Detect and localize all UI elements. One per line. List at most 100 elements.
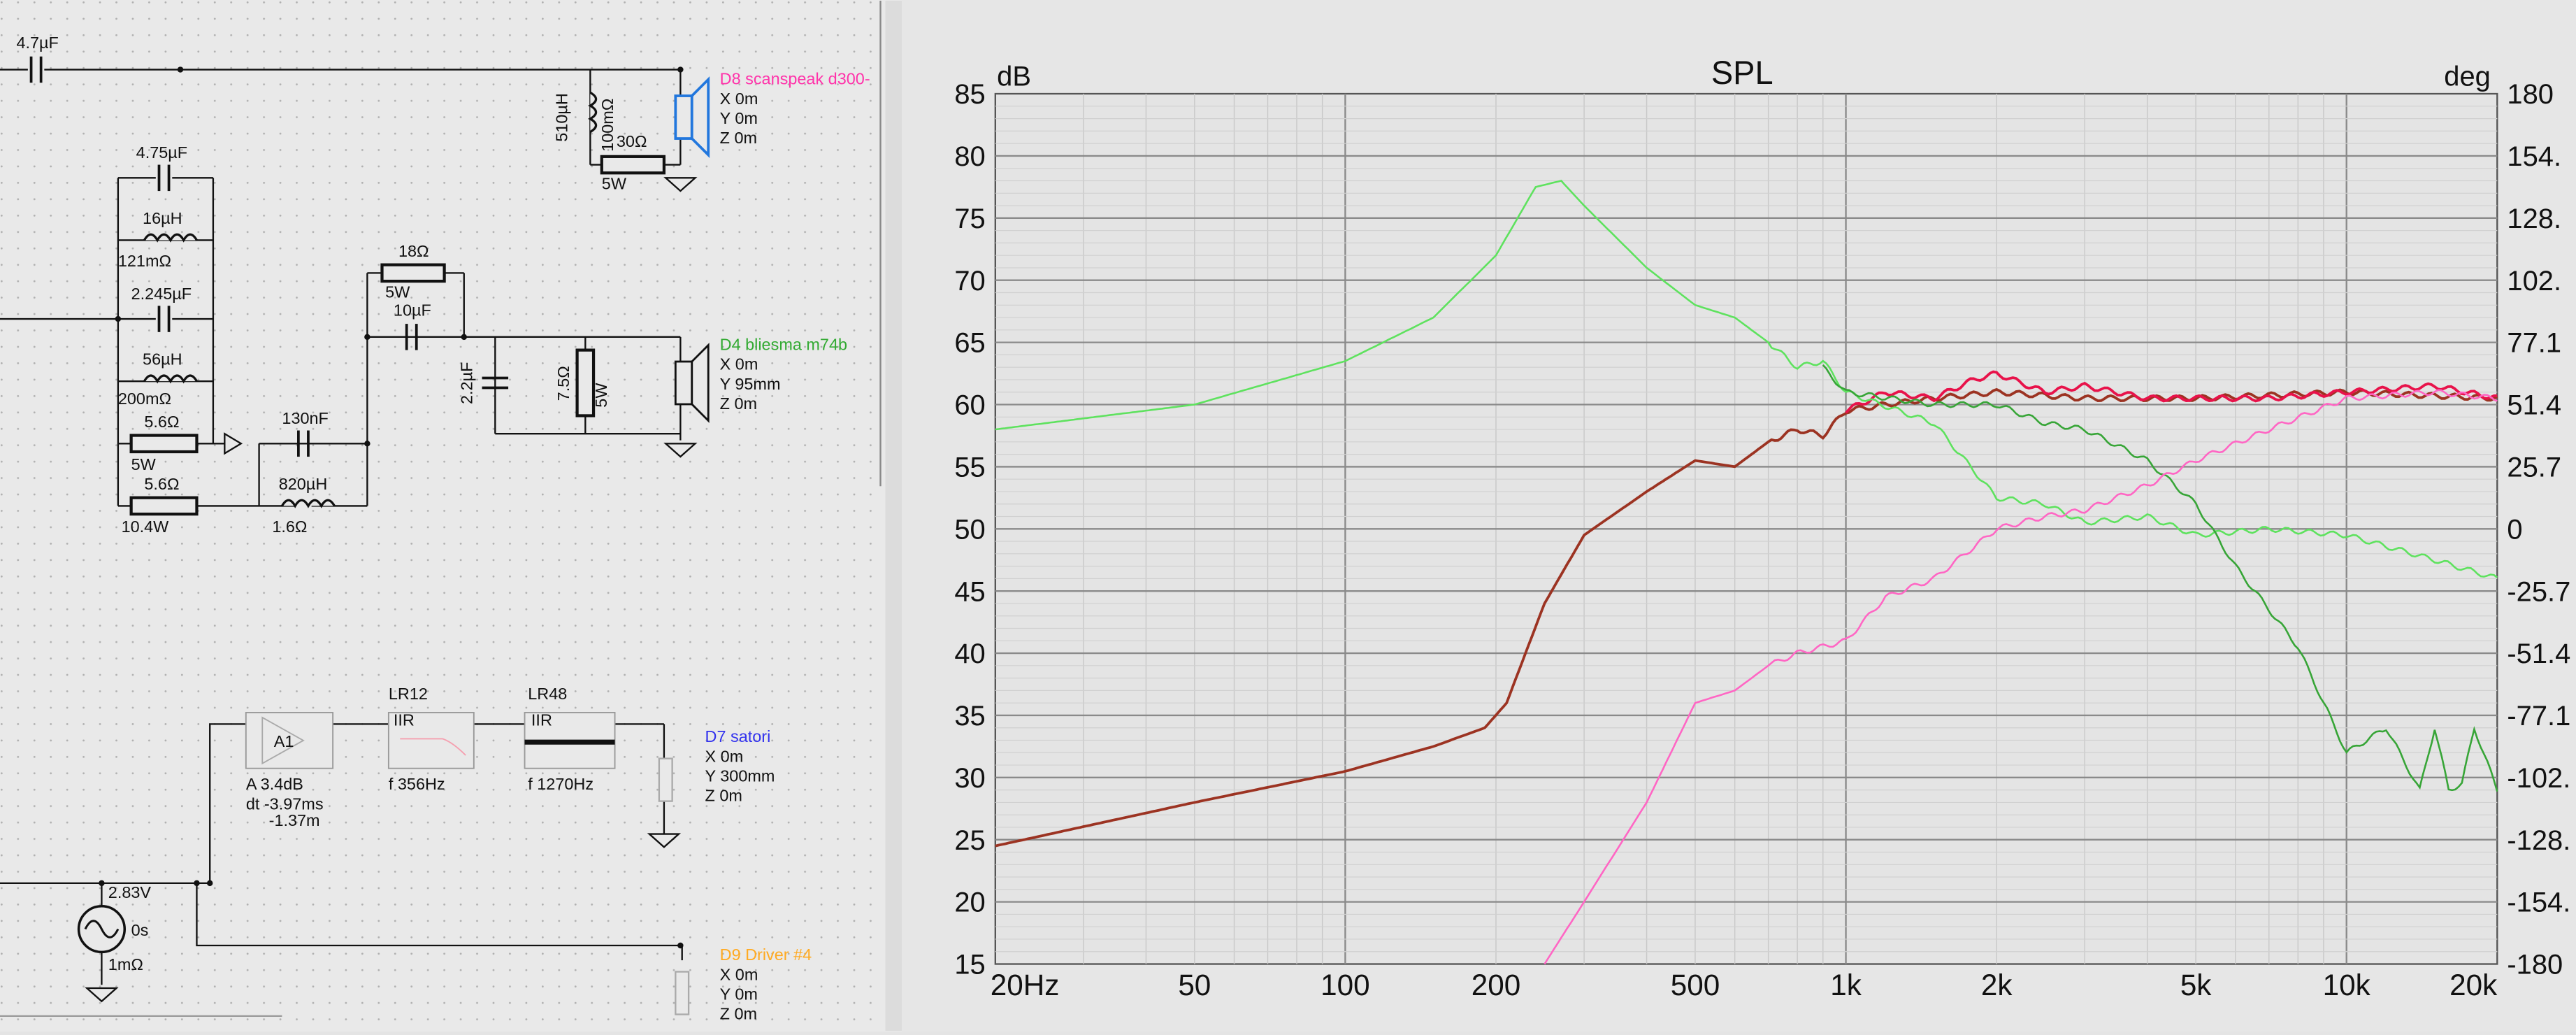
right-tick-label: 77.1 [2507, 328, 2561, 359]
driver-d9-y: Y 0m [720, 985, 758, 1003]
spl-chart[interactable]: SPL dB deg 85 80 75 70 65 60 55 50 45 40 35 30 25 20 1… [902, 0, 2576, 1032]
y-tick-label: 20 [954, 887, 985, 918]
y-tick-label: 45 [954, 576, 985, 607]
right-tick-label: -77.1 [2507, 701, 2570, 731]
y-tick-label: 25 [954, 825, 985, 856]
x-tick-label: 5k [2180, 969, 2212, 1001]
label-l1: 16µH [143, 209, 182, 227]
label-c1: 4.75µF [136, 143, 187, 162]
label-l4: 510µH [553, 93, 571, 142]
right-tick-label: -128. [2507, 825, 2570, 856]
x-tick-label: 1k [1830, 969, 1862, 1001]
label-l1-r: 121mΩ [118, 252, 171, 270]
label-c4: 10µF [394, 301, 431, 319]
driver-d8-y: Y 0m [720, 109, 758, 127]
label-r1-w: 5W [131, 455, 157, 473]
right-tick-label: -25.7 [2507, 576, 2570, 607]
spl-curve-2[interactable] [1845, 370, 2498, 414]
right-tick-label: 0 [2507, 514, 2522, 545]
label-r2-w: 10.4W [122, 518, 170, 536]
right-tick-label: -154. [2507, 887, 2570, 918]
amp-delay: dt -3.97ms [246, 794, 324, 813]
lr12-type: IIR [394, 711, 415, 729]
lr48-title: LR48 [528, 685, 567, 703]
amp-distance: -1.37m [269, 811, 320, 829]
right-tick-label: -180 [2507, 950, 2563, 980]
right-tick-label: 25.7 [2507, 452, 2561, 483]
label-l2: 56µH [143, 350, 182, 369]
lr48-freq: f 1270Hz [528, 775, 593, 793]
schematic-canvas[interactable]: 4.7µF 4.75µF 16µH 121mΩ 2.245µF 56µH 200… [0, 0, 902, 1032]
x-tick-label: 50 [1178, 969, 1211, 1001]
label-r1: 5.6Ω [144, 413, 179, 431]
y-tick-label: 75 [954, 204, 985, 234]
amp-gain: A 3.4dB [246, 775, 303, 793]
driver-d4-name[interactable]: D4 bliesma m74b [720, 336, 847, 354]
y-tick-label: 30 [954, 763, 985, 794]
x-tick-label: 500 [1671, 969, 1720, 1001]
driver-d4-z: Z 0m [720, 394, 757, 413]
driver-d7-x: X 0m [705, 747, 744, 765]
x-tick-label: 200 [1472, 969, 1521, 1001]
x-tick-label: 100 [1321, 969, 1370, 1001]
spl-graph-panel[interactable]: SPL dB deg 85 80 75 70 65 60 55 50 45 40 35 30 25 20 1… [902, 0, 2576, 1032]
amp-label: A1 [274, 732, 294, 750]
lr48-type: IIR [531, 711, 552, 729]
label-r3: 18Ω [398, 242, 429, 260]
schematic-panel[interactable]: 4.7µF 4.75µF 16µH 121mΩ 2.245µF 56µH 200… [0, 0, 902, 1032]
source-voltage: 2.83V [108, 883, 152, 901]
source-delay: 0s [131, 921, 149, 939]
label-l3-r: 1.6Ω [272, 518, 307, 536]
spl-curve-3[interactable] [995, 180, 2498, 578]
spl-curve-1[interactable] [995, 387, 2498, 848]
label-l4-r: 100mΩ [598, 99, 617, 152]
left-axis-unit: dB [997, 61, 1031, 92]
y-tick-label: 35 [954, 701, 985, 731]
driver-d8-z: Z 0m [720, 129, 757, 147]
right-tick-label: 128. [2507, 204, 2561, 234]
driver-d9-name[interactable]: D9 Driver #4 [720, 945, 812, 964]
y-tick-label: 80 [954, 141, 985, 172]
label-r4: 7.5Ω [554, 366, 573, 401]
y-tick-label: 65 [954, 328, 985, 359]
chart-title: SPL [1711, 54, 1773, 91]
x-tick-label: 10k [2323, 969, 2371, 1001]
driver-d7-name[interactable]: D7 satori [705, 727, 771, 745]
y-tick-label: 40 [954, 638, 985, 669]
right-axis-unit: deg [2444, 61, 2491, 92]
y-tick-label: 55 [954, 452, 985, 483]
right-tick-label: -102. [2507, 763, 2570, 794]
spl-curve-4[interactable] [1822, 364, 2498, 792]
driver-d7-z: Z 0m [705, 787, 742, 805]
y-tick-label: 60 [954, 390, 985, 421]
label-c3: 130nF [282, 409, 328, 427]
y-tick-label: 50 [954, 514, 985, 545]
x-tick-label: 20Hz [991, 969, 1060, 1001]
right-tick-label: 180 [2507, 79, 2554, 110]
driver-d8-name[interactable]: D8 scanspeak d300- [720, 70, 870, 88]
right-tick-label: 51.4 [2507, 390, 2561, 421]
driver-d4-y: Y 95mm [720, 375, 781, 393]
driver-d4-x: X 0m [720, 355, 758, 373]
driver-d8-x: X 0m [720, 90, 758, 108]
x-tick-label: 20k [2449, 969, 2498, 1001]
label-r4-w: 5W [592, 383, 610, 408]
lr12-title: LR12 [389, 685, 428, 703]
label-c5: 2.2µF [457, 362, 475, 404]
spl-curve-5[interactable] [1544, 389, 2498, 965]
lr12-freq: f 356Hz [389, 775, 445, 793]
right-tick-label: 154. [2507, 141, 2561, 172]
label-r5: 30Ω [617, 132, 647, 150]
y-tick-label: 70 [954, 266, 985, 297]
right-tick-label: -51.4 [2507, 638, 2570, 669]
label-r2: 5.6Ω [144, 475, 179, 493]
x-tick-label: 2k [1981, 969, 2013, 1001]
driver-d7-y: Y 300mm [705, 766, 775, 785]
label-r3-w: 5W [385, 283, 410, 301]
right-tick-label: 102. [2507, 266, 2561, 297]
y-tick-label: 85 [954, 79, 985, 110]
label-l3: 820µH [279, 475, 328, 493]
driver-d9-z: Z 0m [720, 1005, 757, 1023]
label-c2: 2.245µF [131, 285, 192, 303]
label-c-top: 4.7µF [16, 34, 58, 52]
